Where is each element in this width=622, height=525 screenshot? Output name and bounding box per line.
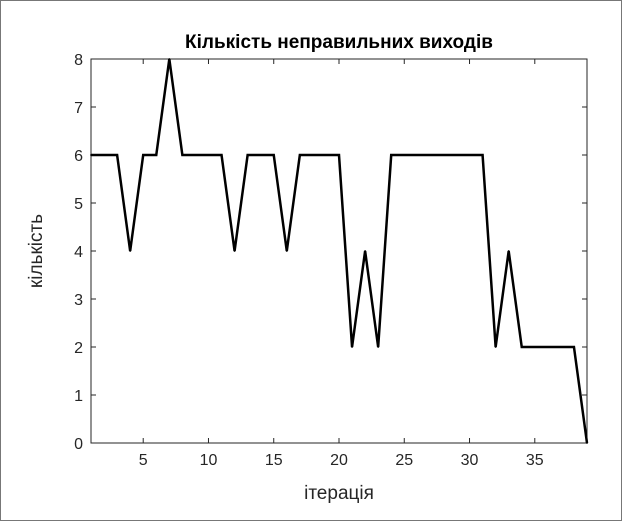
data-point <box>285 250 288 252</box>
data-point <box>181 154 184 156</box>
y-axis-label: кількість <box>26 214 47 288</box>
y-tick-label: 2 <box>74 340 83 357</box>
plot-area-box <box>90 58 588 444</box>
data-point <box>129 250 132 252</box>
chart-title: Кількість неправильних виходів <box>185 32 493 53</box>
data-point <box>246 154 249 156</box>
data-point <box>533 346 536 348</box>
data-point <box>338 154 340 156</box>
y-tick-label: 3 <box>74 292 83 309</box>
y-tick-label: 6 <box>74 148 83 165</box>
data-point <box>442 154 445 156</box>
data-point <box>559 346 562 348</box>
data-point <box>364 250 367 252</box>
data-point <box>155 154 158 156</box>
data-point <box>220 154 223 156</box>
tick-labels: 5 10 15 20 25 30 35 0 1 2 3 4 5 6 7 8 <box>74 52 544 469</box>
data-point <box>403 154 406 156</box>
data-point <box>390 154 393 156</box>
data-point <box>168 58 171 60</box>
plot-lines <box>90 58 589 444</box>
data-point <box>142 154 145 156</box>
data-point <box>520 346 523 348</box>
data-point <box>194 154 197 156</box>
y-tick-label: 5 <box>74 196 83 213</box>
data-point <box>259 154 262 156</box>
data-point <box>325 154 327 156</box>
x-tick-label: 20 <box>330 452 348 469</box>
data-point <box>377 346 380 348</box>
data-point <box>311 154 314 156</box>
x-tick-label: 25 <box>395 452 413 469</box>
data-point <box>233 250 236 252</box>
x-tick-label: 30 <box>461 452 479 469</box>
data-point <box>481 154 484 156</box>
x-tick-label: 35 <box>526 452 544 469</box>
data-point <box>103 154 105 156</box>
data-point <box>494 346 497 348</box>
data-point <box>116 154 119 156</box>
data-point <box>507 250 510 252</box>
y-tick-label: 4 <box>74 244 83 261</box>
data-point <box>586 442 588 444</box>
y-tick-label: 1 <box>74 388 83 405</box>
data-point <box>298 154 301 156</box>
data-point <box>90 154 92 156</box>
y-tick-label: 7 <box>74 100 83 117</box>
x-tick-label: 10 <box>200 452 218 469</box>
data-point <box>416 154 419 156</box>
data-point <box>573 346 575 348</box>
data-point <box>455 154 458 156</box>
y-tick-label: 8 <box>74 52 83 69</box>
data-point <box>546 346 549 348</box>
x-axis-label: ітерація <box>304 483 374 504</box>
data-point <box>207 154 210 156</box>
data-point <box>272 154 275 156</box>
x-tick-label: 5 <box>139 452 148 469</box>
y-tick-label: 0 <box>74 436 83 453</box>
data-point <box>429 154 432 156</box>
data-point <box>351 346 353 348</box>
data-point <box>468 154 471 156</box>
x-tick-label: 15 <box>265 452 283 469</box>
axes <box>90 58 588 444</box>
